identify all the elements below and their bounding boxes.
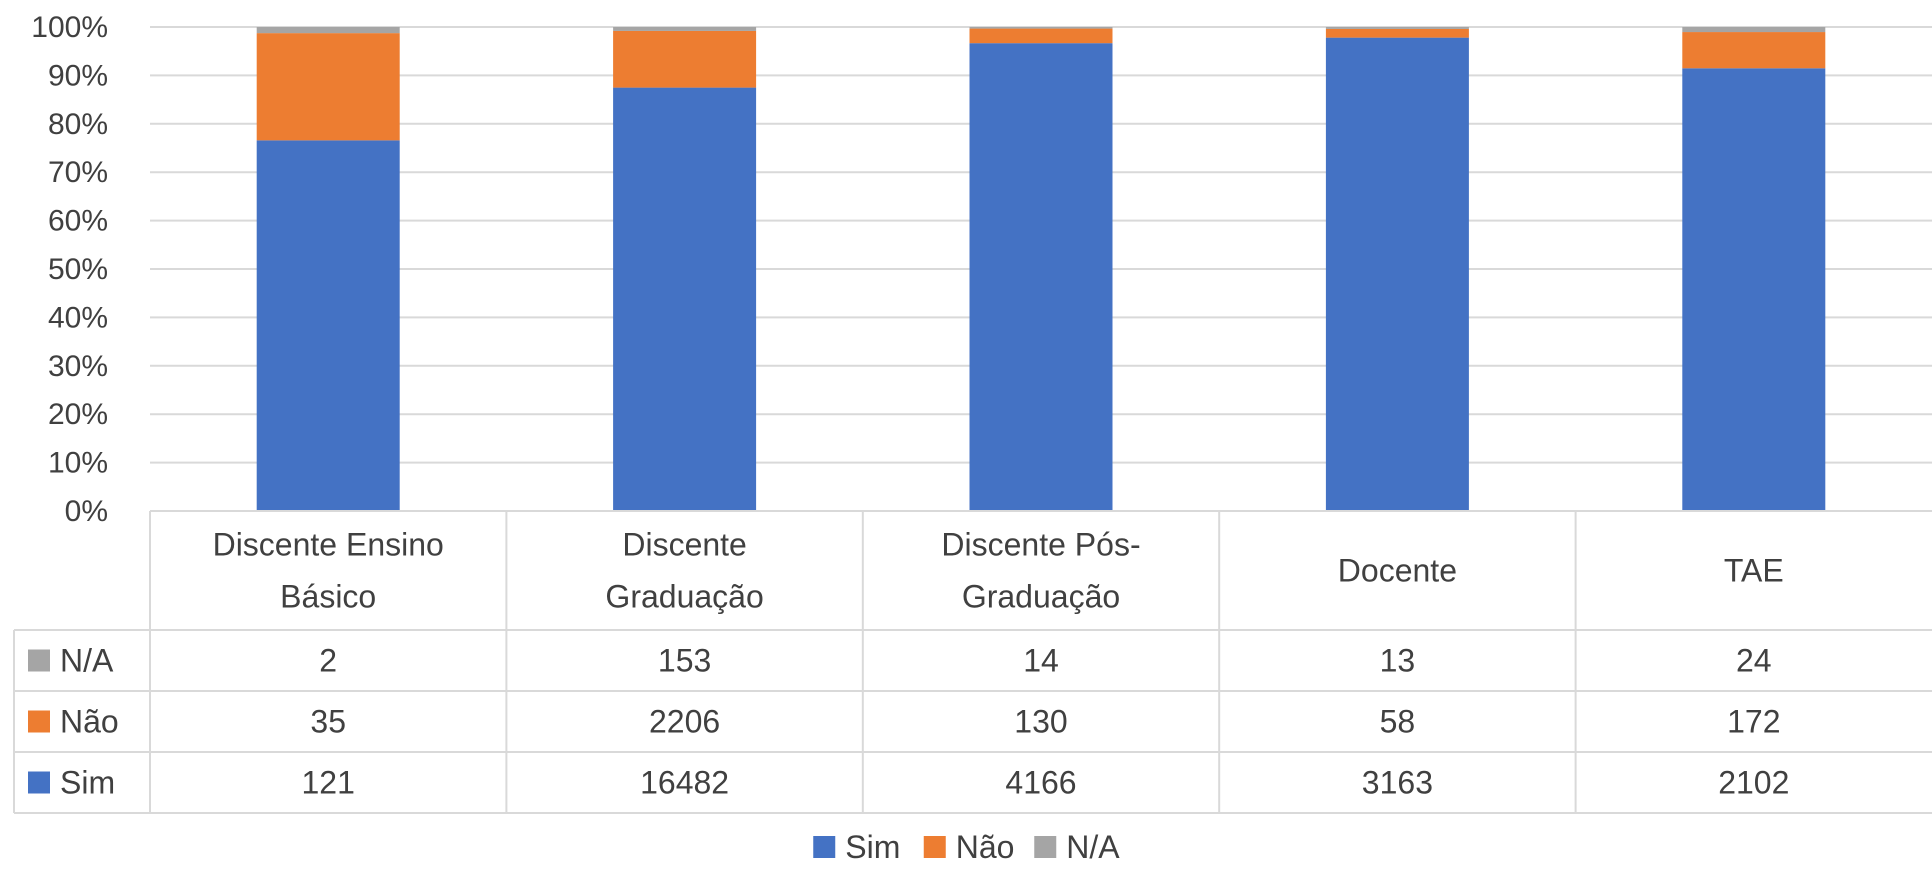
legend-key-sim — [813, 836, 836, 858]
category-label: Discente — [622, 527, 747, 563]
bars — [256, 27, 1826, 511]
data-label: 121 — [302, 765, 355, 801]
bar-nao-4 — [1325, 28, 1469, 38]
data-label: 3163 — [1362, 765, 1433, 801]
category-label: Docente — [1338, 553, 1457, 589]
table-row-label: Não — [60, 704, 119, 740]
table-legend-key-nao — [28, 710, 50, 733]
table-row-label: N/A — [60, 643, 114, 679]
data-label: 172 — [1727, 704, 1780, 740]
data-table: Discente Ensino Básico Discente Graduação Di… — [13, 510, 1932, 814]
data-label: 24 — [1736, 643, 1772, 679]
y-tick-label: 100% — [31, 11, 108, 44]
data-label: 16482 — [640, 765, 729, 801]
category-label: Discente Ensino — [213, 527, 444, 563]
bar-n-a-4 — [1325, 27, 1469, 29]
category-label: Graduação — [962, 579, 1120, 615]
y-tick-label: 60% — [48, 205, 108, 238]
data-label: 35 — [310, 704, 346, 740]
y-tick-label: 30% — [48, 350, 108, 383]
bar-nao-1 — [256, 33, 400, 141]
y-tick-label: 70% — [48, 156, 108, 189]
bar-sim-4 — [1325, 37, 1469, 511]
data-label: 2206 — [649, 704, 720, 740]
bar-nao-3 — [969, 28, 1113, 44]
bar-n-a-2 — [613, 27, 757, 31]
legend-key-n-a — [1034, 836, 1057, 858]
category-label: Discente Pós- — [941, 527, 1140, 563]
legend-label-sim: Sim — [845, 829, 900, 865]
y-tick-label: 0% — [65, 495, 108, 528]
table-row-label: Sim — [60, 765, 115, 801]
bar-nao-5 — [1682, 32, 1826, 69]
y-tick-label: 10% — [48, 447, 108, 480]
y-axis-ticks: 0% 10% 20% 30% 40% 50% 60% 70% 80% 90% 100% — [31, 11, 108, 528]
table-legend-key-sim — [28, 771, 50, 794]
y-tick-label: 80% — [48, 108, 108, 141]
category-label: TAE — [1724, 553, 1784, 589]
bar-n-a-1 — [256, 27, 400, 34]
bar-sim-3 — [969, 43, 1113, 511]
bar-n-a-5 — [1682, 27, 1826, 33]
data-label: 130 — [1014, 704, 1067, 740]
bar-sim-2 — [613, 87, 757, 511]
bar-nao-2 — [613, 30, 757, 88]
data-label: 14 — [1023, 643, 1059, 679]
legend: Sim Não N/A — [813, 829, 1120, 865]
y-tick-label: 20% — [48, 398, 108, 431]
category-label: Graduação — [605, 579, 763, 615]
data-label: 153 — [658, 643, 711, 679]
data-label: 58 — [1380, 704, 1416, 740]
legend-key-nao — [923, 836, 946, 858]
category-label: Básico — [280, 579, 376, 615]
y-tick-label: 40% — [48, 301, 108, 334]
data-label: 2 — [319, 643, 337, 679]
table-legend-key-n-a — [28, 649, 50, 672]
data-label: 2102 — [1718, 765, 1789, 801]
legend-label-n-a: N/A — [1066, 829, 1120, 865]
data-label: 4166 — [1005, 765, 1076, 801]
legend-label-nao: Não — [956, 829, 1015, 865]
bar-sim-5 — [1682, 68, 1826, 511]
bar-n-a-3 — [969, 27, 1113, 29]
bar-sim-1 — [256, 140, 400, 511]
y-tick-label: 50% — [48, 253, 108, 286]
data-label: 13 — [1380, 643, 1416, 679]
y-tick-label: 90% — [48, 59, 108, 92]
